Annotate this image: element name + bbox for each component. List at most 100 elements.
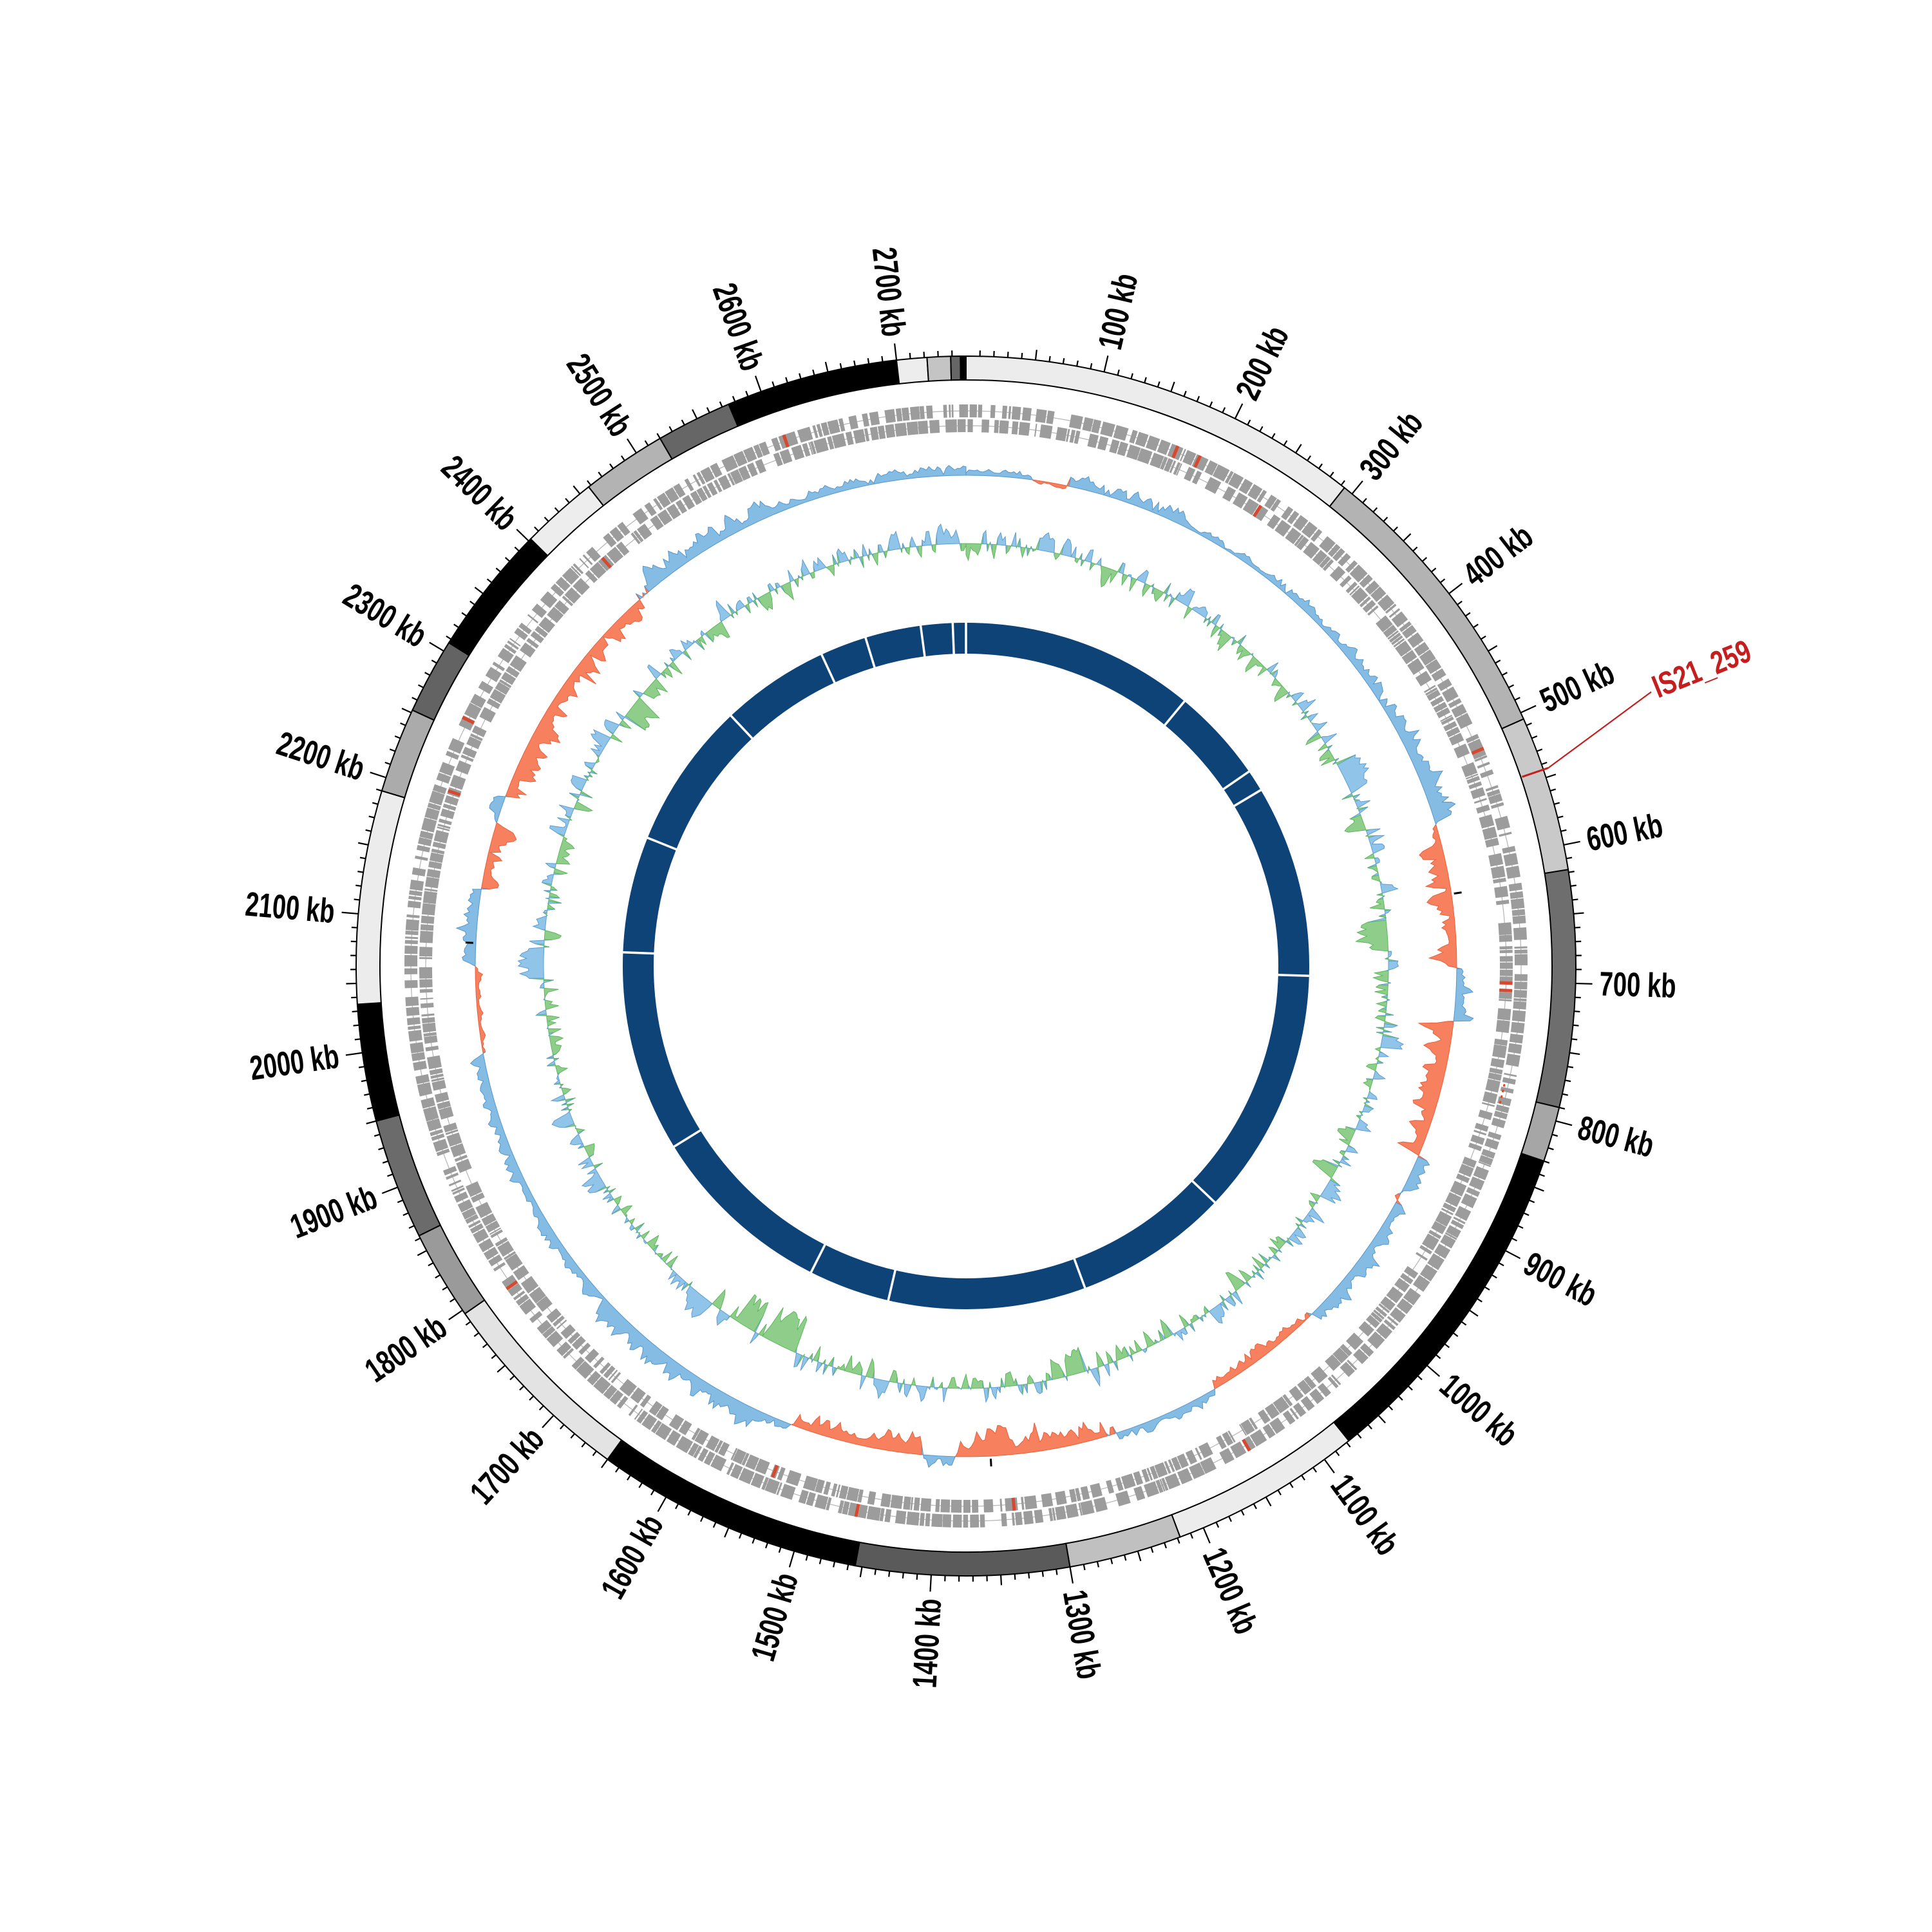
- gene-block: [1168, 1459, 1175, 1472]
- tick-label: 100 kb: [1091, 270, 1145, 353]
- gc-content-negative-area: [549, 866, 569, 875]
- gene-block: [1376, 615, 1393, 632]
- gene-block: [1473, 1166, 1489, 1180]
- gene-block: [1510, 891, 1524, 899]
- gene-block-red: [1193, 455, 1202, 468]
- gene-block: [668, 1414, 685, 1430]
- gene-block: [1444, 1232, 1457, 1240]
- gene-block: [1508, 1043, 1522, 1054]
- gene-block: [1479, 814, 1495, 829]
- tick-mark: [706, 407, 710, 413]
- gene-block: [1499, 945, 1513, 950]
- gene-block: [1498, 922, 1512, 936]
- gc-content-positive-area: [958, 1386, 961, 1390]
- gene-block: [764, 1478, 780, 1495]
- tick-mark: [1536, 748, 1543, 752]
- tick-mark: [1048, 355, 1051, 363]
- gene-block: [1200, 1457, 1217, 1474]
- gene-block: [1511, 1010, 1526, 1022]
- tick-mark: [587, 480, 592, 486]
- gene-block: [1511, 909, 1526, 916]
- gene-block: [1375, 1306, 1388, 1318]
- gene-block: [485, 667, 502, 683]
- gene-block: [1224, 471, 1234, 484]
- tick-label: 500 kb: [1535, 654, 1620, 720]
- tick-mark: [354, 898, 360, 901]
- tick-mark: [351, 926, 357, 929]
- gene-block: [1435, 1211, 1452, 1227]
- gene-block: [1080, 1486, 1090, 1501]
- gene-block: [857, 1504, 868, 1519]
- gene-block: [1150, 1466, 1159, 1480]
- gene-block: [990, 404, 996, 419]
- gene-block: [732, 1448, 747, 1464]
- contig-ring: [355, 355, 1577, 1577]
- gc-content-positive-area: [1084, 549, 1094, 571]
- gene-block: [1097, 436, 1109, 451]
- tick-mark: [893, 343, 898, 361]
- gc-content-negative-area: [1344, 814, 1371, 833]
- gc-content-negative-area: [757, 585, 773, 611]
- gene-block-red: [782, 434, 790, 448]
- gene-block: [972, 1499, 979, 1513]
- tick-mark: [1575, 982, 1593, 985]
- tick-mark: [772, 381, 775, 388]
- gene-block: [1157, 439, 1171, 455]
- tick-mark: [644, 440, 649, 446]
- tick-mark: [417, 1249, 427, 1256]
- gene-block: [743, 446, 757, 462]
- gene-block: [952, 1514, 962, 1528]
- tick-mark: [1393, 526, 1398, 532]
- red-dashed-arc: [1498, 1084, 1506, 1106]
- gene-block: [696, 488, 708, 502]
- contig-segment: [355, 790, 406, 1005]
- gene-block: [1499, 999, 1512, 1002]
- gene-block: [1499, 831, 1512, 837]
- gene-block: [1191, 470, 1202, 485]
- gene-block: [1065, 1503, 1079, 1519]
- gc-content-positive-area: [735, 600, 751, 614]
- gc-content-positive-area: [551, 1108, 575, 1128]
- gene-block: [1514, 954, 1528, 965]
- gene-block: [1171, 1457, 1182, 1471]
- gene-block: [864, 428, 870, 442]
- gene-block: [419, 989, 433, 993]
- gene-block: [853, 429, 866, 444]
- gene-block: [501, 672, 516, 685]
- gc-content-negative-area: [781, 580, 795, 601]
- gene-block: [1465, 734, 1479, 743]
- gene-block: [430, 1129, 444, 1137]
- tick-mark: [474, 587, 484, 594]
- gene-block: [571, 1356, 585, 1370]
- gc-content-negative-area: [1005, 544, 1012, 555]
- gene-block: [957, 419, 966, 433]
- gene-block: [676, 1435, 694, 1454]
- gene-block: [1303, 1376, 1317, 1390]
- gene-block: [1331, 1374, 1341, 1386]
- tick-mark: [544, 516, 549, 522]
- tick-mark: [1388, 1405, 1394, 1411]
- gene-block: [867, 1491, 876, 1505]
- gene-block: [451, 1185, 464, 1192]
- tick-mark: [824, 361, 829, 372]
- gene-block: [1133, 1486, 1146, 1501]
- gene-block: [424, 1035, 438, 1044]
- gc-content-positive-area: [982, 1381, 989, 1403]
- gene-block: [1474, 1122, 1489, 1132]
- tick-mark: [1144, 377, 1147, 383]
- gc-content-positive-area: [989, 1381, 1001, 1400]
- gc-content-positive-area: [941, 1382, 947, 1403]
- gene-block: [440, 808, 455, 819]
- gene-block: [942, 1514, 952, 1528]
- gene-block: [1227, 1430, 1236, 1443]
- tick-mark: [357, 871, 364, 873]
- gene-block: [1367, 1331, 1385, 1349]
- gc-content-negative-area: [1025, 1374, 1034, 1394]
- gene-block: [1425, 687, 1438, 696]
- gene-block: [1419, 649, 1436, 666]
- inner-ring-gap: [1231, 788, 1264, 808]
- gc-skew-positive-area: [965, 469, 1034, 482]
- tick-mark: [1014, 1573, 1016, 1580]
- tick-mark: [620, 455, 625, 461]
- tick-mark: [700, 1516, 704, 1522]
